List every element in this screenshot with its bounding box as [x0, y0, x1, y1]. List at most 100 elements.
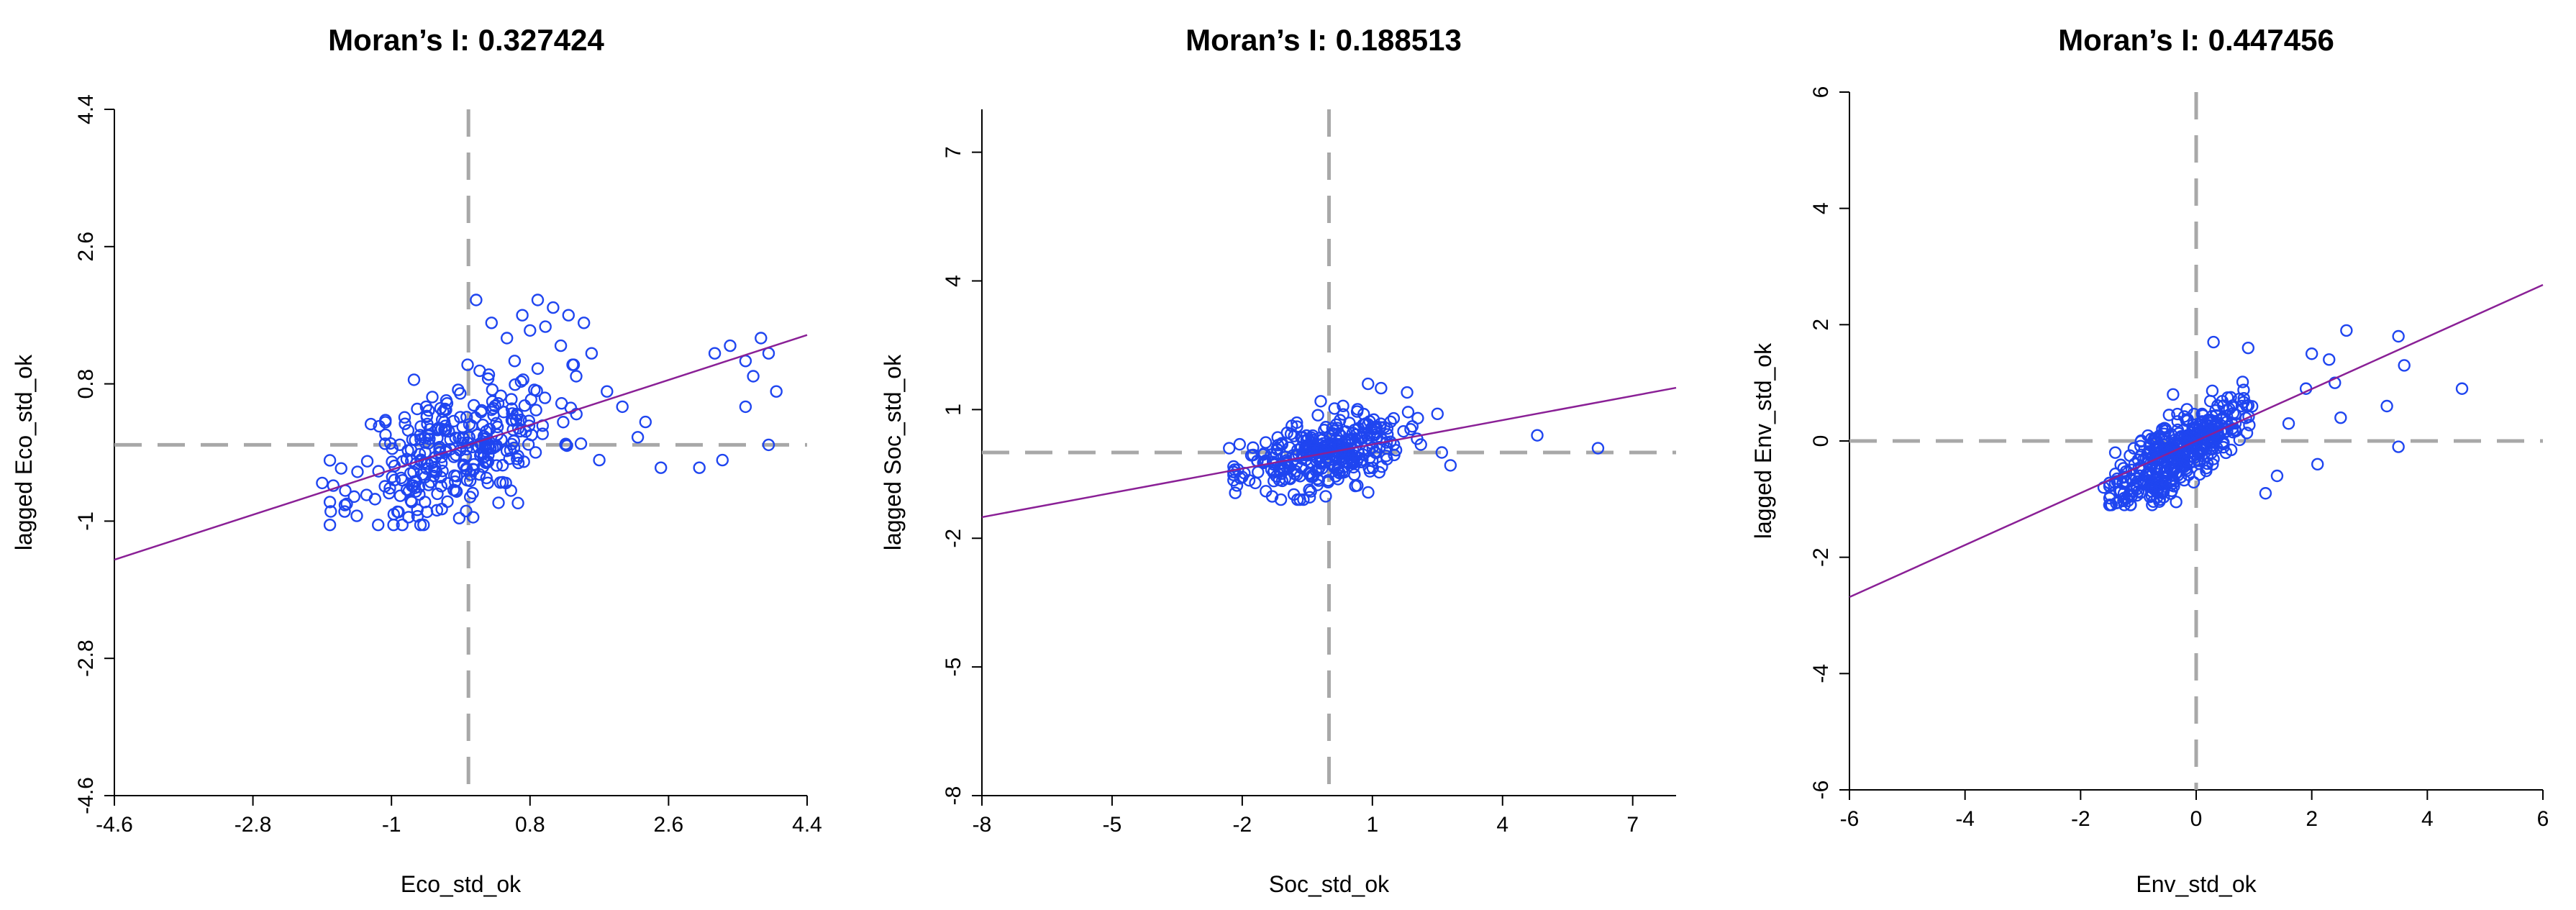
chart-2-point [1411, 411, 1424, 424]
chart-1-y-tick-label: 4.4 [74, 94, 98, 124]
chart-2-x-tick-label: 7 [1626, 813, 1639, 837]
chart-2-point [1378, 421, 1391, 434]
chart-1-point [430, 504, 444, 517]
chart-1-point [463, 474, 477, 488]
chart-2-point [1275, 474, 1289, 488]
chart-2-point [1337, 399, 1350, 413]
chart-2-point [1337, 455, 1350, 468]
chart-1-point [631, 431, 645, 444]
chart-1-point [386, 470, 399, 483]
chart-1-point [506, 407, 519, 420]
chart-3-point [2211, 441, 2224, 455]
chart-1-point [522, 438, 535, 451]
chart-3-point [2207, 335, 2220, 349]
chart-1-point [511, 496, 524, 510]
chart-3-point [2206, 384, 2219, 398]
moran-plot-env: Moran’s I: 0.447456 -6 -4 -2 0 2 4 6 -6 -4 -2 0 2 4 6 E… [1750, 23, 2549, 897]
chart-2-point [1369, 422, 1383, 434]
chart-1-point [440, 396, 454, 410]
chart-1-point [501, 332, 514, 345]
chart-1-point [393, 438, 406, 452]
chart-1-y-tick-label: -2.8 [74, 640, 98, 677]
chart-2-point [1350, 405, 1364, 418]
chart-1-point [578, 317, 591, 329]
chart-2-point [1329, 437, 1342, 451]
chart-1-point [386, 455, 399, 468]
chart-3-point [2169, 445, 2182, 458]
chart-1-point [347, 490, 360, 504]
chart-3-point [2124, 499, 2137, 511]
chart-3-point [2165, 484, 2178, 497]
chart-1-point [436, 465, 449, 478]
chart-2-point [1381, 428, 1394, 441]
chart-1-point [350, 509, 363, 522]
chart-3-point [2153, 493, 2167, 506]
chart-1-point [323, 454, 337, 467]
chart-1-point [755, 332, 768, 345]
chart-1-point [529, 446, 542, 459]
chart-1-point [509, 378, 522, 391]
chart-1-point [655, 461, 668, 474]
chart-1-point [485, 403, 499, 417]
chart-3-point [2259, 487, 2272, 500]
chart-2-y-tick-label: 1 [942, 404, 965, 416]
chart-3-point [2118, 491, 2131, 505]
chart-1-point [411, 402, 424, 416]
chart-1-y-axis-label: lagged Eco_std_ok [11, 354, 37, 550]
chart-2-point [1444, 459, 1457, 472]
chart-1-point [531, 294, 545, 306]
chart-3-point [2193, 447, 2206, 461]
chart-1-point [488, 399, 501, 413]
chart-1-point [388, 473, 401, 487]
chart-2-point [1397, 424, 1410, 438]
chart-3-point [2131, 485, 2145, 498]
chart-1-point [360, 488, 373, 501]
chart-2-point [1249, 476, 1262, 490]
chart-3-point [2147, 452, 2161, 466]
chart-2-point [1265, 490, 1279, 503]
chart-1-point [372, 465, 385, 478]
chart-3-point [2159, 464, 2173, 477]
chart-1-point [447, 469, 461, 482]
chart-1-point [426, 391, 439, 404]
chart-2-point [1318, 424, 1331, 437]
chart-3-title: Moran’s I: 0.447456 [2058, 23, 2334, 57]
chart-3-point [2195, 449, 2208, 463]
chart-1-point [340, 497, 353, 511]
chart-2-point [1362, 377, 1375, 391]
chart-1-point [490, 439, 504, 452]
chart-1-point [481, 456, 493, 469]
chart-3-y-tick-label: 0 [1809, 435, 1833, 447]
chart-2-point [1259, 436, 1273, 449]
chart-2-point [1247, 441, 1260, 454]
chart-2-point [1223, 442, 1236, 455]
chart-1-point [422, 404, 435, 417]
chart-1-point [601, 385, 614, 398]
chart-2-y-tick-label: -8 [942, 786, 965, 806]
chart-2-point [1304, 485, 1317, 498]
chart-1-point [334, 462, 347, 475]
chart-3-y-tick-label: -6 [1809, 781, 1833, 800]
chart-1-x-tick-label: -4.6 [96, 813, 133, 837]
chart-3-point [2200, 419, 2213, 432]
chart-2-point [1303, 483, 1316, 496]
chart-2-y-tick-label: 4 [942, 275, 965, 287]
chart-3-regression-line [1849, 283, 2544, 599]
chart-3-x-tick-label: 6 [2537, 807, 2549, 831]
chart-3-point [2282, 417, 2295, 430]
chart-1-point [396, 519, 409, 532]
chart-2-point [1404, 423, 1417, 436]
chart-1-point [528, 383, 541, 396]
chart-2-point [1431, 407, 1444, 421]
chart-1-point [529, 404, 542, 417]
chart-3-point [2146, 468, 2159, 481]
chart-1-x-tick-label: -1 [382, 813, 401, 837]
chart-2-y-tick-label: -5 [942, 658, 965, 677]
chart-2-point [1531, 429, 1544, 442]
chart-1-y-tick-label: 2.6 [74, 232, 98, 262]
chart-1-point [420, 409, 434, 422]
chart-2-point [1387, 411, 1401, 425]
chart-3-point [2233, 392, 2246, 406]
chart-2-point [1401, 406, 1415, 419]
